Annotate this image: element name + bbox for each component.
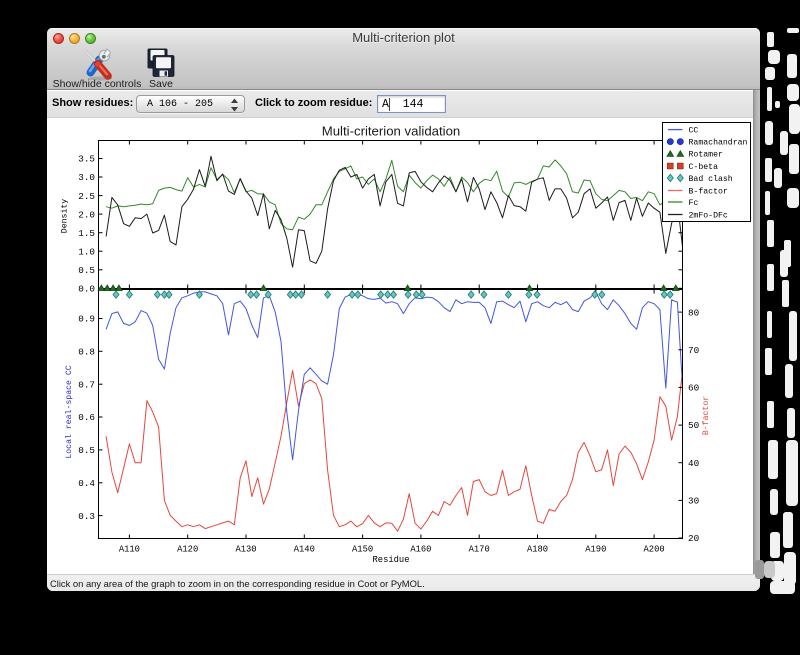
svg-text:0.5: 0.5: [78, 445, 95, 456]
svg-text:B-factor: B-factor: [701, 396, 711, 435]
svg-text:0.7: 0.7: [78, 379, 95, 390]
svg-text:70: 70: [688, 345, 699, 356]
svg-text:Multi-criterion validation: Multi-criterion validation: [322, 124, 461, 139]
svg-text:C-beta: C-beta: [689, 162, 719, 172]
svg-text:A200: A200: [644, 545, 665, 555]
svg-text:A110: A110: [119, 545, 140, 555]
svg-text:0.5: 0.5: [78, 265, 95, 276]
svg-text:Rotamer: Rotamer: [689, 151, 723, 160]
svg-text:80: 80: [688, 307, 699, 318]
svg-text:A140: A140: [294, 545, 315, 555]
svg-text:A120: A120: [177, 545, 198, 555]
svg-text:Bad clash: Bad clash: [689, 174, 733, 184]
svg-text:A130: A130: [235, 545, 256, 555]
svg-text:A190: A190: [585, 545, 606, 555]
svg-text:A180: A180: [527, 545, 548, 555]
svg-text:1.5: 1.5: [78, 228, 95, 239]
svg-text:0.4: 0.4: [78, 478, 95, 489]
svg-text:60: 60: [688, 383, 699, 394]
svg-text:1.0: 1.0: [78, 246, 95, 257]
svg-text:40: 40: [688, 458, 699, 469]
svg-text:3.5: 3.5: [78, 154, 95, 165]
svg-text:2.5: 2.5: [78, 191, 95, 202]
svg-text:Density: Density: [60, 199, 70, 233]
svg-text:Local real-space CC: Local real-space CC: [64, 365, 74, 458]
svg-text:Ramachandran: Ramachandran: [689, 138, 748, 148]
svg-text:20: 20: [688, 533, 699, 544]
svg-text:0.9: 0.9: [78, 314, 95, 325]
svg-text:CC: CC: [689, 127, 699, 136]
svg-text:B-factor: B-factor: [689, 187, 728, 197]
svg-text:30: 30: [688, 496, 699, 507]
svg-text:0.6: 0.6: [78, 412, 95, 423]
svg-text:A170: A170: [469, 545, 490, 555]
svg-text:A160: A160: [410, 545, 431, 555]
svg-text:Residue: Residue: [373, 555, 410, 565]
svg-text:0.3: 0.3: [78, 511, 95, 522]
svg-text:2.0: 2.0: [78, 209, 95, 220]
svg-text:0.0: 0.0: [78, 284, 95, 295]
svg-text:3.0: 3.0: [78, 172, 95, 183]
svg-text:A150: A150: [352, 545, 373, 555]
svg-text:2mFo-DFc: 2mFo-DFc: [689, 212, 728, 221]
svg-text:0.8: 0.8: [78, 347, 95, 358]
svg-text:50: 50: [688, 420, 699, 431]
svg-text:Fc: Fc: [689, 199, 699, 208]
